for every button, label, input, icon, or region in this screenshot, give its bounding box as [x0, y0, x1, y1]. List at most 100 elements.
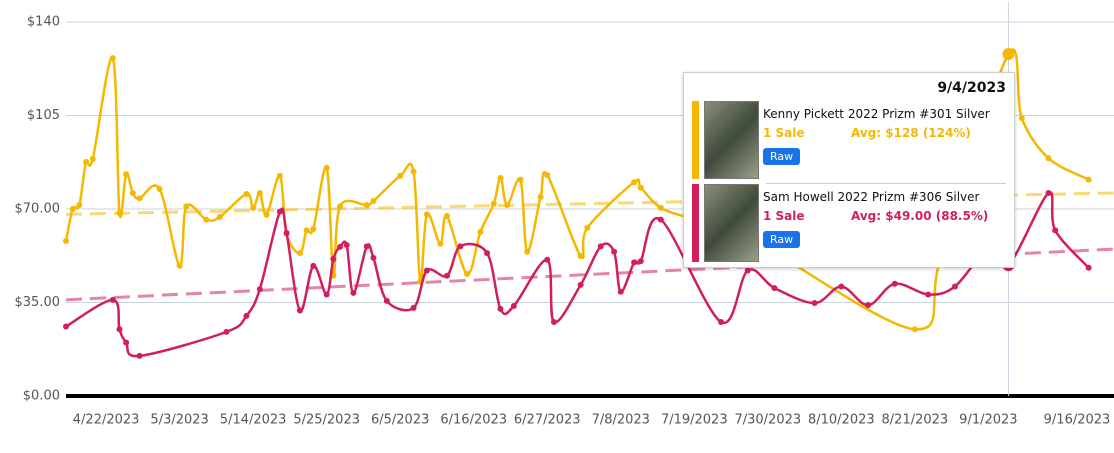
point	[216, 214, 223, 221]
point	[323, 164, 330, 171]
point	[89, 156, 96, 163]
point	[484, 250, 491, 257]
x-tick-label: 6/27/2023	[514, 413, 581, 428]
point	[544, 172, 551, 179]
point	[136, 352, 143, 359]
color-bar	[692, 101, 699, 179]
point	[223, 328, 230, 335]
y-tick-label: $0.00	[23, 389, 60, 404]
point	[497, 305, 504, 312]
point	[637, 258, 644, 265]
point	[457, 243, 464, 250]
y-tick-label: $105	[27, 108, 60, 123]
card-name: Kenny Pickett 2022 Prizm #301 Silver	[763, 107, 990, 121]
point	[69, 206, 76, 212]
point	[744, 267, 751, 274]
point	[263, 211, 270, 218]
point	[1045, 155, 1052, 162]
point	[410, 168, 417, 175]
point	[123, 171, 130, 178]
point	[383, 297, 390, 304]
point	[490, 200, 497, 207]
x-tick-label: 6/16/2023	[440, 413, 507, 428]
tooltip-row: Kenny Pickett 2022 Prizm #301 Silver 1 Sa…	[692, 101, 1008, 179]
point	[63, 238, 69, 245]
point	[350, 289, 357, 296]
point	[423, 267, 430, 274]
point	[657, 204, 664, 211]
point	[1085, 264, 1092, 271]
point	[343, 242, 350, 249]
point	[116, 210, 123, 217]
point	[477, 228, 484, 235]
point	[183, 203, 190, 210]
point	[1085, 176, 1092, 183]
point	[397, 172, 404, 179]
point	[303, 227, 310, 234]
point	[911, 326, 918, 333]
hover-point	[1002, 48, 1015, 61]
point	[83, 158, 90, 165]
point	[423, 211, 430, 218]
point	[537, 193, 544, 200]
point	[370, 254, 377, 261]
badge[interactable]: Raw	[763, 231, 801, 248]
y-tick-label: $35.00	[15, 295, 61, 310]
point	[637, 184, 644, 191]
point	[370, 197, 377, 204]
point	[250, 204, 257, 211]
divider	[766, 183, 1006, 184]
x-tick-label: 7/8/2023	[592, 413, 650, 428]
point	[550, 319, 557, 326]
point	[1045, 189, 1052, 196]
point	[657, 216, 664, 223]
point	[323, 291, 330, 298]
point	[256, 286, 263, 293]
point	[811, 300, 818, 307]
x-tick-label: 8/10/2023	[808, 413, 875, 428]
point	[296, 307, 303, 314]
badge[interactable]: Raw	[763, 148, 801, 165]
point	[116, 326, 123, 333]
point	[363, 201, 370, 208]
point	[510, 302, 517, 309]
x-tick-label: 8/21/2023	[882, 413, 949, 428]
tooltip: 9/4/2023 Kenny Pickett 2022 Prizm #301 S…	[683, 72, 1015, 268]
point	[203, 216, 210, 223]
point	[631, 259, 638, 266]
x-tick-label: 9/1/2023	[959, 413, 1017, 428]
point	[256, 189, 263, 196]
point	[951, 283, 958, 290]
x-tick-label: 5/3/2023	[150, 413, 208, 428]
point	[631, 179, 638, 186]
y-tick-label: $140	[27, 15, 60, 30]
point	[109, 296, 116, 303]
y-tick-label: $70.00	[15, 202, 61, 217]
point	[76, 201, 83, 208]
sales: 1 Sale	[763, 209, 805, 223]
point	[611, 248, 618, 255]
point	[1052, 227, 1059, 234]
point	[584, 224, 591, 231]
x-tick-label: 5/14/2023	[220, 413, 287, 428]
point	[337, 203, 344, 210]
x-tick-label: 7/19/2023	[661, 413, 728, 428]
point	[276, 172, 283, 179]
card-image	[704, 101, 759, 179]
sales: 1 Sale	[763, 126, 805, 140]
point	[497, 175, 504, 182]
point	[283, 230, 290, 237]
point	[156, 185, 163, 192]
x-tick-label: 9/16/2023	[1044, 413, 1111, 428]
x-tick-label: 5/25/2023	[293, 413, 360, 428]
point	[109, 55, 116, 62]
point	[363, 243, 370, 250]
point	[443, 212, 450, 219]
card-image	[704, 184, 759, 262]
x-tick-label: 7/30/2023	[734, 413, 801, 428]
point	[771, 285, 778, 292]
average: Avg: $128 (124%)	[851, 126, 971, 140]
point	[891, 280, 898, 287]
tooltip-date: 9/4/2023	[937, 80, 1006, 96]
